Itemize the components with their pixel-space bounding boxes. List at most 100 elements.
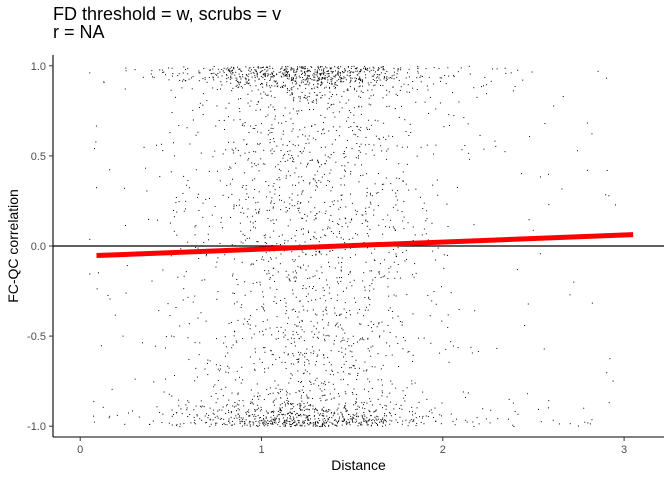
data-point <box>187 68 189 70</box>
data-point <box>231 69 233 71</box>
data-point <box>243 212 245 214</box>
data-point <box>281 410 283 412</box>
data-point <box>244 281 246 283</box>
data-point <box>473 87 475 89</box>
data-point <box>310 383 312 385</box>
data-point <box>280 68 282 70</box>
data-point <box>294 280 296 282</box>
data-point <box>258 398 260 400</box>
data-point <box>281 76 283 78</box>
data-point <box>156 144 158 146</box>
data-point <box>476 96 478 98</box>
data-point <box>217 68 219 70</box>
data-point <box>439 352 441 354</box>
data-point <box>288 400 290 402</box>
data-point <box>267 394 269 396</box>
data-point <box>406 258 408 260</box>
data-point <box>326 73 328 75</box>
data-point <box>417 65 419 67</box>
data-point <box>290 237 292 239</box>
data-point <box>283 352 285 354</box>
data-point <box>334 419 336 421</box>
data-point <box>576 150 578 152</box>
data-point <box>334 83 336 85</box>
data-point <box>368 97 370 99</box>
data-point <box>310 381 312 383</box>
data-point <box>188 359 190 361</box>
data-point <box>285 75 287 77</box>
data-point <box>262 423 264 425</box>
data-point <box>408 68 410 70</box>
data-point <box>300 403 302 405</box>
data-point <box>124 423 126 425</box>
data-point <box>305 408 307 410</box>
data-point <box>316 421 318 423</box>
data-point <box>288 278 290 280</box>
data-point <box>274 420 276 422</box>
data-point <box>318 77 320 79</box>
data-point <box>332 383 334 385</box>
data-point <box>326 108 328 110</box>
data-point <box>321 83 323 85</box>
data-point <box>236 78 238 80</box>
data-point <box>332 94 333 96</box>
data-point <box>347 71 349 73</box>
data-point <box>286 91 288 93</box>
data-point <box>369 201 371 203</box>
data-point <box>173 210 175 211</box>
data-point <box>377 68 379 70</box>
data-point <box>383 66 384 68</box>
data-point <box>321 408 323 410</box>
data-point <box>302 305 304 307</box>
data-point <box>323 421 325 423</box>
data-point <box>377 69 379 71</box>
data-point <box>294 235 296 237</box>
data-point <box>277 410 279 412</box>
data-point <box>326 254 328 256</box>
data-point <box>382 276 384 278</box>
data-point <box>327 79 329 81</box>
data-point <box>254 220 256 222</box>
data-point <box>236 417 238 419</box>
data-point <box>287 72 289 74</box>
data-point <box>278 176 280 178</box>
data-point <box>263 347 265 349</box>
data-point <box>259 395 261 397</box>
data-point <box>388 77 390 79</box>
data-point <box>249 70 251 72</box>
data-point <box>229 166 231 168</box>
data-point <box>311 101 313 103</box>
data-point <box>430 342 432 344</box>
data-point <box>313 84 315 86</box>
data-point <box>282 133 284 135</box>
data-point <box>326 228 328 230</box>
data-point <box>247 102 249 104</box>
data-point <box>252 71 254 73</box>
data-point <box>370 400 372 402</box>
data-point <box>358 406 360 408</box>
data-point <box>222 395 224 397</box>
data-point <box>591 302 593 304</box>
data-point <box>291 193 293 195</box>
data-point <box>325 410 327 412</box>
data-point <box>298 415 300 417</box>
data-point <box>251 398 253 400</box>
data-point <box>485 418 487 420</box>
data-point <box>179 325 181 327</box>
data-point <box>279 409 281 411</box>
data-point <box>215 422 217 424</box>
data-point <box>346 74 348 76</box>
data-point <box>298 361 300 363</box>
data-point <box>299 425 301 427</box>
data-point <box>96 288 98 290</box>
data-point <box>332 220 334 222</box>
data-point <box>273 202 275 204</box>
data-point <box>246 83 248 85</box>
data-point <box>339 76 341 78</box>
data-point <box>343 418 345 420</box>
data-point <box>288 412 290 414</box>
data-point <box>263 419 265 421</box>
data-point <box>311 331 313 333</box>
data-point <box>340 184 342 186</box>
data-point <box>300 415 302 417</box>
